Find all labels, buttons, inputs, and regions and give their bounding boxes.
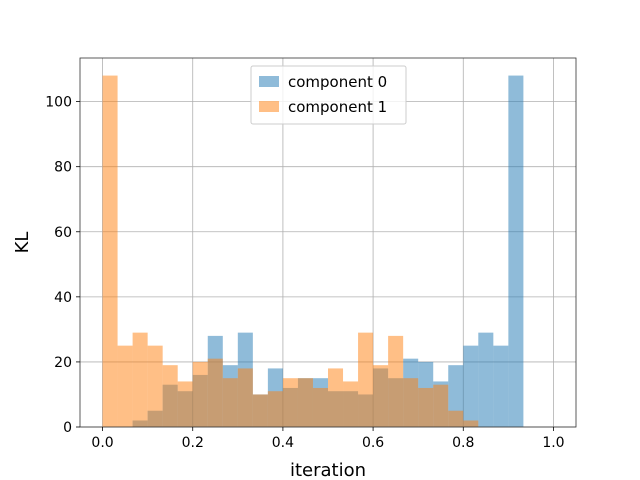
y-axis-label: KL — [12, 232, 33, 254]
bar-series-1 — [267, 391, 283, 427]
bar-series-0 — [478, 332, 494, 427]
bar-series-1 — [207, 358, 223, 427]
bar-series-1 — [328, 368, 344, 427]
bar-series-1 — [192, 361, 208, 427]
bar-series-0 — [508, 75, 524, 428]
bar-series-1 — [177, 381, 193, 427]
y-tick-label: 20 — [54, 355, 72, 371]
legend-swatch — [259, 76, 279, 87]
bar-series-1 — [297, 378, 313, 427]
x-tick-label: 0.8 — [452, 435, 474, 451]
y-tick-label: 100 — [45, 95, 72, 111]
bar-series-1 — [237, 368, 253, 427]
legend-swatch — [259, 101, 279, 112]
bar-series-1 — [418, 387, 434, 427]
bar-series-1 — [132, 332, 148, 427]
x-tick-label: 1.0 — [542, 435, 564, 451]
x-axis-label: iteration — [290, 460, 366, 480]
legend-label: component 1 — [288, 98, 387, 116]
x-tick-label: 0.6 — [362, 435, 384, 451]
y-tick-label: 0 — [63, 420, 72, 436]
y-tick-label: 80 — [54, 160, 72, 176]
x-axis-ticks: 0.0 0.2 0.4 0.6 0.8 1.0 — [91, 427, 565, 451]
bar-series-0 — [463, 345, 479, 427]
bar-series-1 — [403, 378, 419, 427]
bar-series-1 — [147, 345, 163, 427]
bar-series-1 — [358, 332, 374, 427]
histogram-bars — [102, 75, 524, 428]
bar-series-1 — [463, 420, 479, 427]
bar-series-1 — [222, 378, 238, 427]
bar-series-0 — [493, 345, 509, 427]
bar-series-1 — [433, 384, 449, 427]
x-tick-label: 0.0 — [91, 435, 113, 451]
x-tick-label: 0.2 — [182, 435, 204, 451]
bar-series-1 — [388, 335, 404, 427]
bar-series-1 — [282, 378, 298, 427]
bar-series-1 — [448, 410, 464, 427]
y-axis-ticks: 0 20 40 60 80 100 — [45, 95, 80, 436]
bar-series-1 — [162, 365, 178, 427]
legend-label: component 0 — [288, 73, 387, 91]
bar-series-1 — [117, 345, 133, 427]
legend-box — [250, 65, 407, 125]
bar-series-1 — [252, 394, 268, 427]
x-tick-label: 0.4 — [272, 435, 294, 451]
y-tick-label: 40 — [54, 290, 72, 306]
bar-series-1 — [373, 365, 389, 427]
plot-frame — [79, 57, 577, 428]
bar-series-1 — [102, 75, 118, 428]
y-tick-label: 60 — [54, 225, 72, 241]
legend: component 0 component 1 — [250, 65, 407, 125]
bar-series-1 — [312, 387, 328, 427]
bar-series-1 — [343, 381, 359, 427]
